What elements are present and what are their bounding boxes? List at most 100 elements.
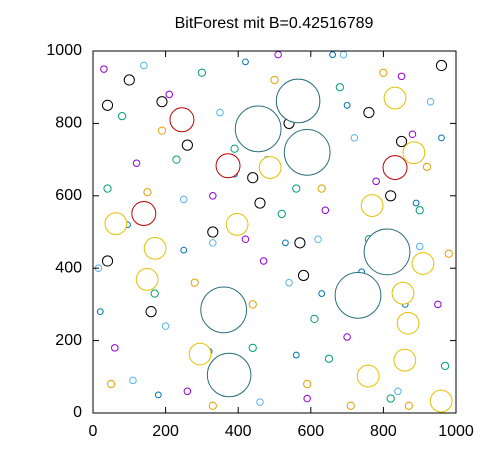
- point: [434, 300, 442, 309]
- point: [426, 97, 435, 106]
- point: [317, 184, 326, 193]
- point: [310, 314, 319, 324]
- point: [234, 105, 282, 153]
- point: [101, 99, 114, 111]
- point: [397, 72, 406, 81]
- point: [181, 139, 193, 151]
- point: [190, 278, 199, 287]
- point: [154, 391, 162, 399]
- point: [103, 184, 112, 193]
- point: [283, 128, 331, 176]
- x-tick-label: 800: [370, 423, 397, 440]
- x-tick-label: 0: [89, 423, 98, 440]
- point: [150, 289, 159, 298]
- point: [254, 197, 266, 209]
- point: [396, 311, 420, 335]
- point: [277, 209, 286, 219]
- x-tick-label: 200: [152, 423, 179, 440]
- y-tick-label: 1000: [46, 42, 82, 59]
- point: [183, 387, 192, 396]
- point: [294, 237, 306, 249]
- point: [346, 401, 355, 410]
- point: [256, 398, 264, 406]
- point: [303, 379, 312, 389]
- point: [393, 348, 417, 372]
- point: [172, 155, 181, 164]
- point: [281, 239, 289, 247]
- chart-title: BitForest mit B=0.42516789: [175, 15, 374, 32]
- point: [292, 184, 301, 193]
- point: [258, 156, 282, 179]
- point: [117, 112, 127, 121]
- point: [343, 333, 351, 341]
- point: [440, 361, 450, 371]
- point: [334, 271, 382, 319]
- point: [383, 86, 407, 110]
- point: [435, 59, 448, 72]
- point: [241, 235, 250, 244]
- point: [161, 322, 170, 330]
- x-tick-label: 400: [225, 423, 252, 440]
- x-tick-label: 1000: [438, 423, 474, 440]
- point: [303, 394, 311, 403]
- point: [206, 352, 252, 398]
- point: [143, 188, 152, 197]
- point: [297, 269, 310, 282]
- point: [415, 206, 424, 215]
- point: [123, 74, 135, 86]
- point: [429, 389, 453, 413]
- point: [270, 75, 279, 85]
- point: [394, 387, 402, 396]
- point: [343, 101, 351, 109]
- point: [363, 106, 375, 119]
- point: [179, 195, 188, 204]
- point: [242, 58, 249, 66]
- point: [412, 199, 420, 207]
- point: [324, 354, 334, 363]
- point: [180, 246, 188, 254]
- point: [274, 51, 282, 59]
- point: [207, 226, 219, 238]
- point: [385, 190, 397, 202]
- point: [415, 242, 424, 251]
- point: [215, 153, 241, 179]
- point: [216, 108, 224, 117]
- point: [321, 206, 330, 215]
- point: [395, 135, 408, 148]
- point: [382, 155, 408, 181]
- point: [379, 68, 388, 77]
- point: [188, 342, 212, 366]
- point: [422, 162, 432, 171]
- point: [350, 134, 359, 142]
- point: [372, 177, 380, 186]
- x-tick-label: 600: [297, 423, 324, 440]
- point: [104, 212, 128, 236]
- point: [157, 126, 167, 135]
- point: [143, 236, 167, 260]
- point: [404, 401, 413, 410]
- point: [408, 130, 417, 139]
- y-tick-label: 600: [55, 187, 82, 204]
- point: [111, 344, 119, 352]
- point: [285, 278, 293, 287]
- point: [356, 364, 380, 388]
- point: [209, 239, 217, 247]
- point: [208, 401, 217, 410]
- point: [444, 249, 453, 258]
- point: [209, 192, 217, 200]
- point: [391, 281, 415, 305]
- point: [156, 96, 168, 108]
- plot-border: [92, 50, 457, 414]
- point: [100, 65, 108, 73]
- point: [438, 134, 445, 142]
- point: [131, 201, 157, 227]
- y-tick-label: 200: [55, 332, 82, 349]
- point: [402, 141, 426, 165]
- point: [135, 268, 159, 291]
- point: [335, 83, 344, 92]
- point: [386, 394, 395, 403]
- point: [140, 61, 148, 70]
- point: [129, 376, 137, 385]
- point: [145, 306, 157, 318]
